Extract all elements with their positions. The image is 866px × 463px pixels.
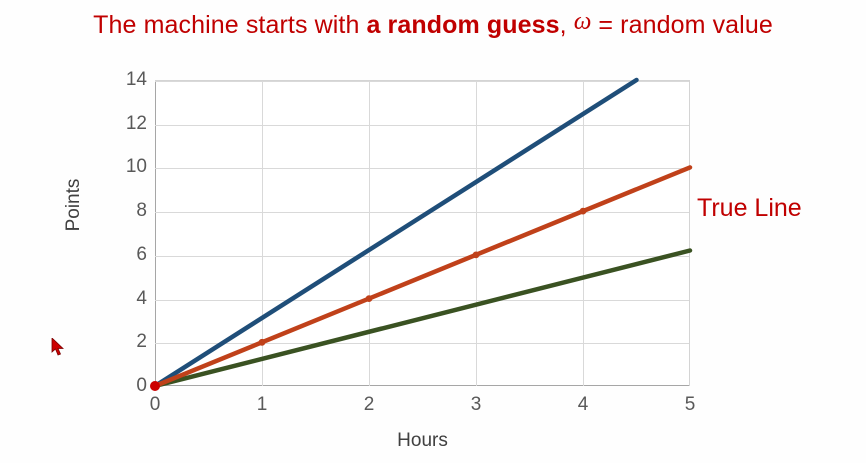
gridline-y-8 [155, 212, 689, 214]
x-tick-0: 0 [149, 394, 161, 415]
gridline-y-10 [155, 168, 689, 170]
x-tick-4: 4 [577, 394, 589, 415]
gridline-x-1 [262, 81, 263, 386]
page-title: The machine starts with a random guess, … [0, 6, 866, 44]
x-tick-5: 5 [684, 394, 696, 415]
gridline-x-2 [369, 81, 370, 386]
omega-symbol: ω [573, 8, 592, 36]
x-tick-1: 1 [256, 394, 268, 415]
y-axis-title: Points [63, 178, 84, 232]
true-line-label: True Line [697, 194, 802, 222]
title-part-4: = random value [591, 11, 773, 39]
y-axis-ticks: 14 12 10 8 6 4 2 0 [95, 69, 147, 396]
y-tick-8: 8 [136, 200, 147, 222]
x-tick-2: 2 [363, 394, 375, 415]
title-part-bold: a random guess [366, 11, 560, 39]
title-part-1: The machine starts with [93, 11, 367, 39]
y-tick-6: 6 [136, 243, 147, 265]
gridline-y-6 [155, 255, 689, 257]
plot-area [155, 80, 690, 386]
gridline-y-12 [155, 124, 689, 126]
y-tick-2: 2 [136, 331, 147, 353]
line-chart: 14 12 10 8 6 4 2 0 0 1 2 3 4 5 Points Ho… [0, 44, 866, 463]
y-tick-10: 10 [125, 156, 147, 178]
gridline-x-4 [583, 81, 584, 386]
y-tick-12: 12 [125, 112, 147, 134]
y-tick-4: 4 [136, 287, 147, 309]
gridline-y-2 [155, 343, 689, 345]
x-axis-title: Hours [397, 430, 448, 451]
gridline-y-4 [155, 299, 689, 301]
mouse-pointer-icon [51, 338, 64, 356]
x-tick-3: 3 [470, 394, 482, 415]
y-tick-0: 0 [136, 375, 147, 396]
y-tick-14: 14 [125, 69, 147, 90]
y-axis-line [155, 81, 156, 386]
gridline-y-14 [155, 81, 689, 82]
gridline-x-3 [476, 81, 477, 386]
title-part-comma: , [559, 11, 574, 39]
x-axis-line [155, 385, 689, 386]
x-axis-ticks: 0 1 2 3 4 5 [150, 394, 696, 420]
